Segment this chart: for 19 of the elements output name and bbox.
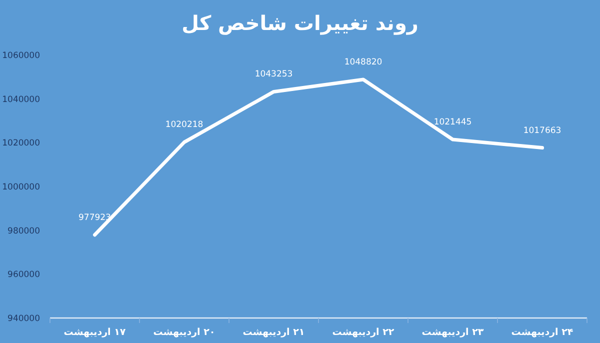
ytick: 1040000 (2, 94, 40, 105)
xtick: ۲۱ اردیبهشت (242, 327, 305, 338)
xtick: ۱۷ اردیبهشت (64, 327, 126, 338)
xtick: ۲۴ اردیبهشت (511, 327, 574, 338)
data-label: 1017663 (523, 126, 562, 136)
data-label: 1020218 (165, 120, 204, 130)
data-label: 1048820 (344, 58, 382, 68)
data-label: 1021445 (434, 118, 472, 128)
title: روند تغییرات شاخص کل (182, 11, 418, 35)
ytick: 940000 (8, 314, 40, 324)
ytick: 1000000 (2, 182, 40, 192)
ytick: 960000 (8, 270, 40, 280)
ytick: 1020000 (2, 138, 40, 149)
data-label: 1043253 (254, 70, 293, 80)
xtick: ۲۳ اردیبهشت (422, 327, 484, 338)
xtick: ۲۰ اردیبهشت (153, 327, 216, 338)
ytick: 1060000 (2, 51, 40, 61)
ytick: 980000 (8, 226, 40, 236)
xtick: ۲۲ اردیبهشت (332, 327, 394, 338)
